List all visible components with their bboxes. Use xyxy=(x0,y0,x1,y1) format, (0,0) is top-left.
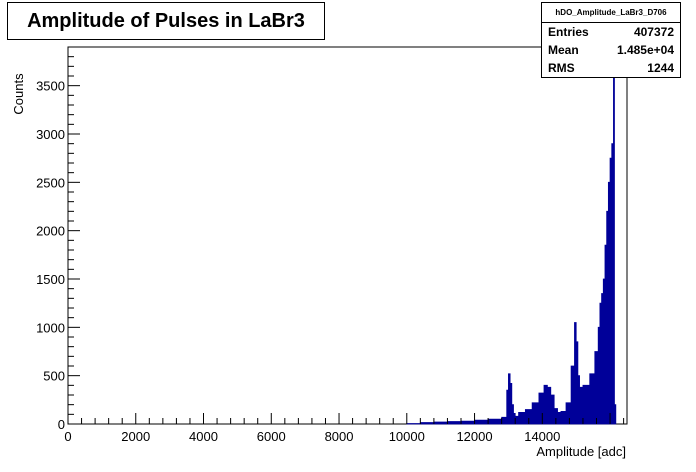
y-axis-label: Counts xyxy=(11,73,26,115)
stats-value: 1.485e+04 xyxy=(616,43,674,57)
y-axis: 0 500 1000 1500 2000 2500 3000 3500 xyxy=(36,46,80,432)
y-tick-label: 3000 xyxy=(36,127,65,142)
plot-frame xyxy=(67,46,628,425)
x-tick-label: 2000 xyxy=(121,429,150,444)
x-tick-label: 8000 xyxy=(325,429,354,444)
stats-row-mean: Mean 1.485e+04 xyxy=(542,41,680,59)
stats-label: Entries xyxy=(548,25,589,39)
y-tick-label: 1000 xyxy=(36,320,65,335)
x-axis-label: Amplitude [adc] xyxy=(536,444,626,459)
x-tick-label: 10000 xyxy=(389,429,425,444)
x-tick-label: 12000 xyxy=(456,429,492,444)
stats-row-entries: Entries 407372 xyxy=(542,23,680,41)
x-tick-label: 14000 xyxy=(524,429,560,444)
y-tick-label: 1500 xyxy=(36,272,65,287)
x-axis: 0 2000 4000 6000 8000 10000 12000 14000 xyxy=(64,413,625,444)
stats-row-rms: RMS 1244 xyxy=(542,59,680,77)
y-tick-label: 3500 xyxy=(36,79,65,94)
y-tick-label: 500 xyxy=(43,369,65,384)
stats-box: hDO_Amplitude_LaBr3_D706 Entries 407372 … xyxy=(541,2,681,78)
stats-label: RMS xyxy=(548,61,575,75)
x-tick-label: 4000 xyxy=(189,429,218,444)
stats-value: 407372 xyxy=(633,25,674,39)
histogram-fill xyxy=(406,56,617,425)
x-tick-label: 0 xyxy=(64,429,71,444)
stats-value: 1244 xyxy=(647,61,674,75)
x-tick-label: 6000 xyxy=(257,429,286,444)
stats-label: Mean xyxy=(548,43,579,57)
y-tick-label: 2500 xyxy=(36,175,65,190)
y-tick-label: 0 xyxy=(58,417,65,432)
y-tick-label: 2000 xyxy=(36,224,65,239)
stats-histogram-name: hDO_Amplitude_LaBr3_D706 xyxy=(542,3,680,23)
chart-title: Amplitude of Pulses in LaBr3 xyxy=(7,2,325,40)
histogram-bars xyxy=(406,56,617,425)
